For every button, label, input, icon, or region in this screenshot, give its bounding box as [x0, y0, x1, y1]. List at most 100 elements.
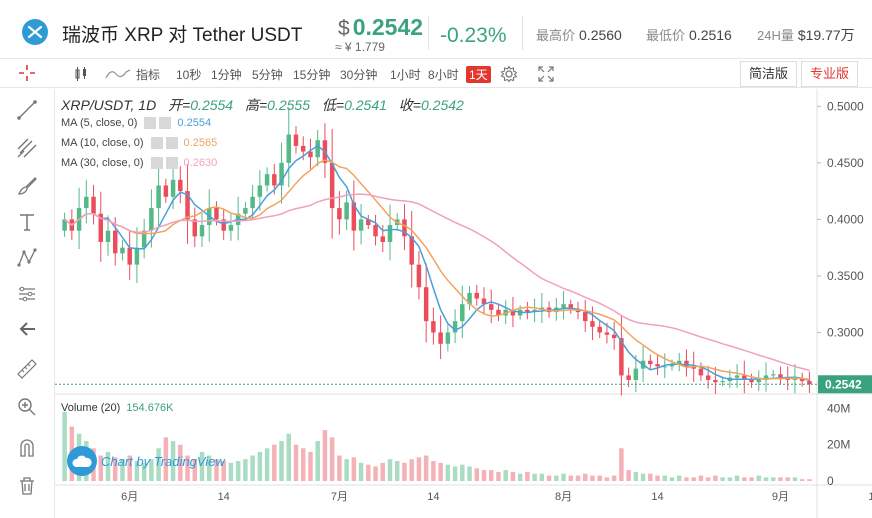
candle-body: [373, 225, 378, 237]
pattern-icon[interactable]: [14, 245, 40, 271]
candle-body: [597, 326, 602, 333]
pitchfork-icon[interactable]: [14, 135, 40, 161]
indicator-wave-icon[interactable]: [103, 65, 133, 83]
interval-8h[interactable]: 8小时: [428, 68, 459, 82]
time-tick-label: 14: [651, 491, 663, 503]
price-tick-label: 0.3000: [827, 325, 864, 339]
ruler-icon[interactable]: [14, 356, 40, 382]
ohlc-legend: XRP/USDT, 1D 开=0.2554 高=0.2555 低=0.2541 …: [61, 95, 464, 115]
high-value: 0.2560: [579, 27, 622, 43]
candle-body: [84, 196, 89, 209]
candle-body: [308, 151, 313, 158]
ticker-bar: 瑞波币 XRP 对 Tether USDT $0.2542 ≈ ¥ 1.779 …: [0, 0, 872, 56]
volume-bar: [539, 473, 545, 481]
volume-bar: [62, 411, 67, 481]
trash-icon[interactable]: [14, 473, 40, 499]
divider: [522, 16, 523, 50]
close-icon[interactable]: [165, 137, 178, 149]
volume-bar: [98, 455, 104, 481]
volume-bar: [264, 448, 270, 481]
trend-line-icon[interactable]: [14, 97, 40, 123]
settings-gear-icon[interactable]: [499, 65, 519, 83]
candle-body: [438, 332, 443, 344]
volume-bar: [640, 473, 646, 481]
candle-body: [329, 162, 335, 209]
volume-tick-label: 40M: [827, 401, 850, 415]
chart-area[interactable]: 0.5000 0.4500 0.4000 0.3500 0.3000 40M 20M 0 6月 1…: [55, 89, 872, 518]
prediction-icon[interactable]: [14, 281, 40, 307]
candle-body: [344, 202, 349, 220]
interval-1h[interactable]: 1小时: [390, 68, 421, 82]
xrp-logo-icon: [22, 19, 48, 45]
volume-bar: [235, 461, 241, 481]
settings-toggle-icon[interactable]: [150, 157, 163, 169]
interval-1m[interactable]: 1分钟: [211, 68, 242, 82]
candle-body: [611, 334, 617, 339]
watermark-text: Chart by TradingView: [101, 453, 225, 469]
volume-bar: [481, 470, 487, 481]
time-tick-label: 14: [218, 491, 230, 503]
volume-bar: [582, 473, 588, 481]
price-change: -0.23%: [440, 24, 507, 47]
ma10-legend: MA (10, close, 0) 0.2565: [61, 137, 217, 149]
zoom-in-icon[interactable]: [14, 394, 40, 420]
divider: [428, 16, 429, 50]
fullscreen-icon[interactable]: [536, 65, 556, 83]
crosshair-icon[interactable]: [14, 60, 40, 86]
settings-toggle-icon[interactable]: [144, 117, 157, 129]
price-chart[interactable]: 0.5000 0.4500 0.4000 0.3500 0.3000 40M 20M 0 6月 1…: [55, 89, 872, 518]
high-value: 0.2555: [267, 97, 310, 113]
interval-5m[interactable]: 5分钟: [252, 68, 283, 82]
basic-edition-button[interactable]: 简洁版: [740, 61, 798, 87]
candle-type-icon[interactable]: [72, 65, 90, 83]
candle-body: [380, 236, 386, 242]
volume-bar: [575, 475, 581, 481]
close-icon[interactable]: [165, 157, 178, 169]
volume-bar: [192, 459, 198, 481]
volume-bar: [742, 477, 747, 481]
magnet-icon[interactable]: [14, 435, 40, 461]
candle-body: [228, 225, 234, 231]
back-arrow-icon[interactable]: [14, 316, 40, 342]
volume-bar: [163, 437, 169, 481]
indicator-button[interactable]: 指标: [136, 68, 161, 82]
volume-bar: [756, 475, 762, 481]
interval-30m[interactable]: 30分钟: [340, 68, 378, 82]
interval-15m[interactable]: 15分钟: [293, 68, 331, 82]
brush-icon[interactable]: [14, 173, 40, 199]
high-stat: 最高价 0.2560: [536, 25, 622, 44]
candle-body: [496, 309, 501, 316]
close-label: 收=: [398, 97, 421, 113]
candle-body: [192, 219, 198, 237]
candle-body: [199, 225, 205, 237]
time-tick-label: 6月: [121, 491, 138, 503]
candle-body: [619, 338, 624, 376]
candle-body: [120, 247, 125, 254]
settings-toggle-icon[interactable]: [150, 137, 163, 149]
candle-body: [676, 360, 682, 365]
pro-edition-button[interactable]: 专业版: [801, 61, 859, 87]
candle-body: [510, 309, 516, 316]
last-price-label: 0.2542: [825, 377, 862, 391]
candle-body: [633, 368, 639, 380]
tradingview-watermark[interactable]: Chart by TradingView: [67, 446, 225, 476]
volume-bar: [734, 475, 740, 481]
volume-bar: [532, 473, 537, 481]
candle-body: [431, 321, 436, 333]
volume-bar: [778, 477, 783, 481]
volume-bar: [272, 444, 277, 481]
candle-body: [713, 379, 718, 383]
close-value: 0.2542: [420, 97, 464, 113]
volume-bar: [546, 475, 552, 481]
volume-bar: [503, 470, 508, 481]
high-label: 最高价: [536, 28, 576, 43]
volume-bar: [286, 433, 292, 481]
interval-1d[interactable]: 1天: [466, 66, 491, 83]
volume-bar: [214, 459, 219, 481]
low-stat: 最低价 0.2516: [646, 25, 732, 44]
text-icon[interactable]: [14, 209, 40, 235]
candle-body: [264, 174, 270, 186]
close-icon[interactable]: [159, 117, 172, 129]
interval-10s[interactable]: 10秒: [176, 68, 202, 82]
price-tick-label: 0.4000: [827, 212, 864, 226]
